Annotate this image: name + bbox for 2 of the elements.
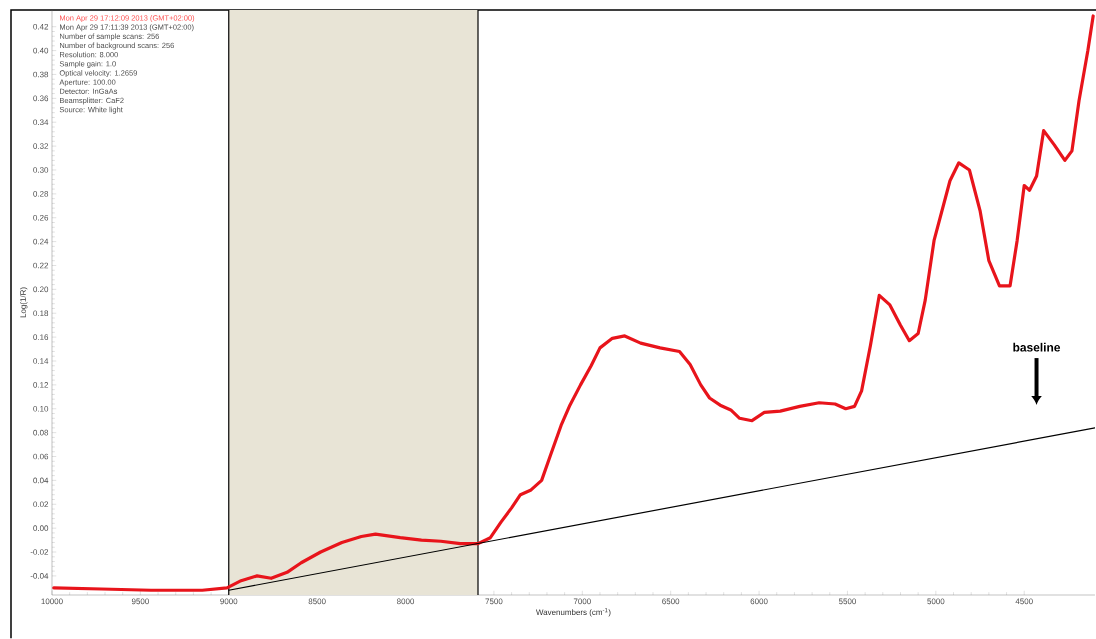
line-series (52, 14, 1095, 592)
annotation: baseline (1013, 342, 1061, 352)
